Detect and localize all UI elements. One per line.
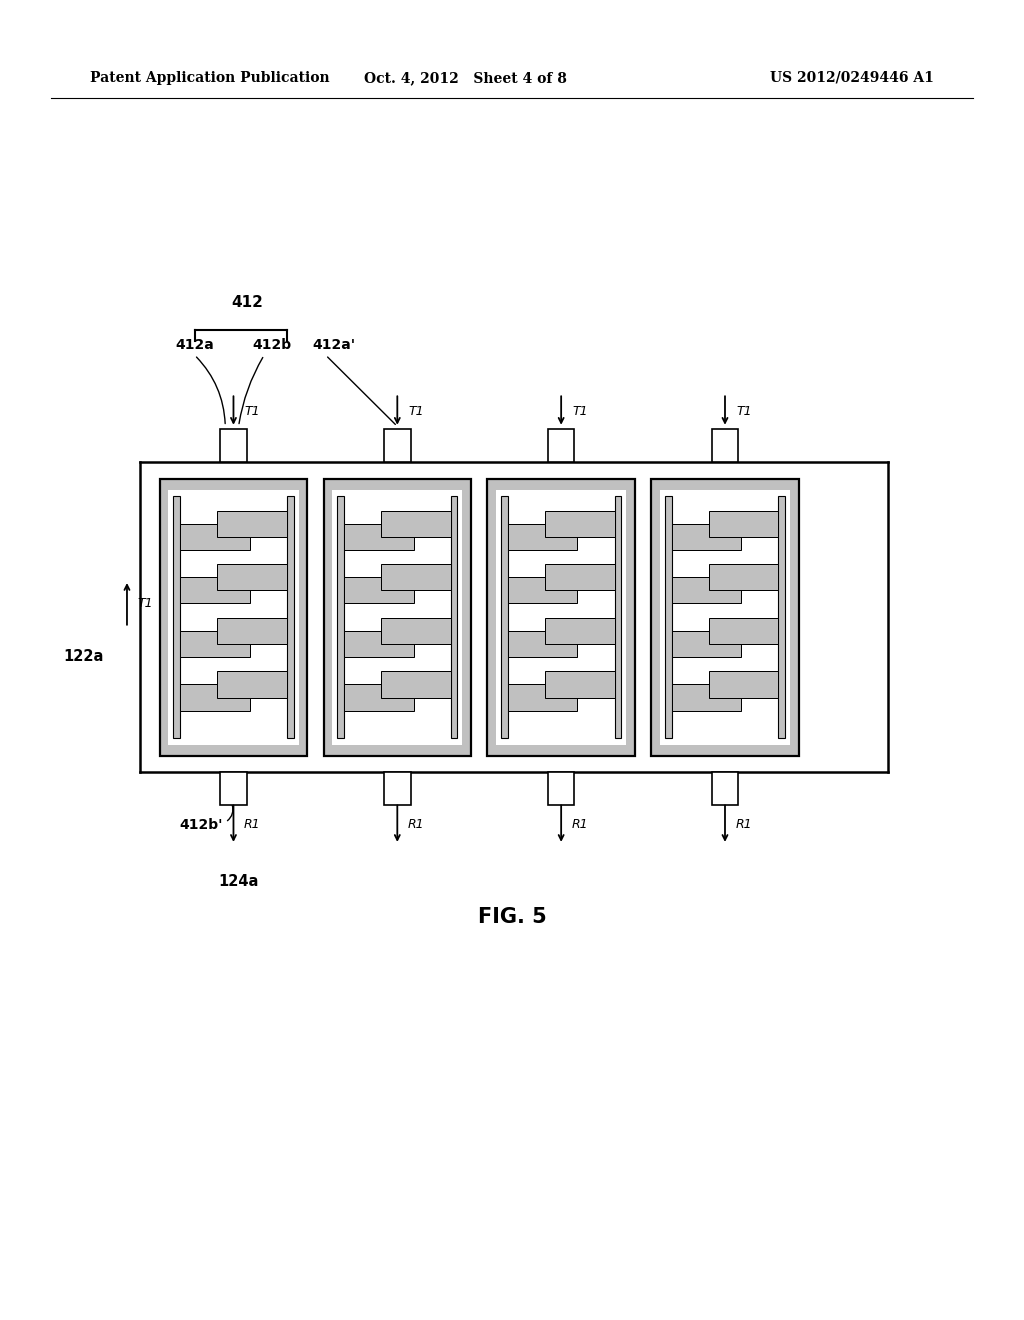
Bar	[548, 772, 574, 805]
Bar	[180, 524, 250, 549]
Bar	[381, 511, 451, 537]
Bar	[381, 564, 451, 590]
Bar	[220, 429, 247, 462]
Bar	[659, 490, 791, 744]
Bar	[344, 685, 414, 710]
Bar	[501, 496, 508, 738]
Bar	[344, 577, 414, 603]
Bar	[496, 490, 627, 744]
Bar	[381, 672, 451, 697]
Text: 124a: 124a	[218, 874, 259, 888]
Text: 412a': 412a'	[312, 338, 355, 352]
Text: Oct. 4, 2012   Sheet 4 of 8: Oct. 4, 2012 Sheet 4 of 8	[365, 71, 567, 84]
Bar	[709, 618, 778, 644]
Bar	[287, 496, 294, 738]
Text: 412b': 412b'	[180, 818, 223, 833]
Bar	[778, 496, 785, 738]
Bar	[180, 631, 250, 657]
Bar	[548, 429, 574, 462]
Bar	[709, 672, 778, 697]
Bar	[709, 511, 778, 537]
Bar	[168, 490, 299, 744]
Bar	[508, 685, 578, 710]
Text: R1: R1	[408, 818, 424, 832]
Text: T1: T1	[245, 405, 260, 418]
Bar	[332, 490, 463, 744]
Text: T1: T1	[736, 405, 752, 418]
Bar	[545, 672, 614, 697]
Bar	[344, 524, 414, 549]
Text: T1: T1	[137, 598, 153, 610]
Bar	[651, 479, 799, 755]
Text: Patent Application Publication: Patent Application Publication	[90, 71, 330, 84]
Bar	[614, 496, 622, 738]
Bar	[337, 496, 344, 738]
Text: T1: T1	[409, 405, 424, 418]
Bar	[180, 577, 250, 603]
Bar	[712, 429, 738, 462]
Text: US 2012/0249446 A1: US 2012/0249446 A1	[770, 71, 934, 84]
Bar	[381, 618, 451, 644]
Bar	[712, 772, 738, 805]
Text: R1: R1	[244, 818, 260, 832]
Bar	[508, 631, 578, 657]
Bar	[487, 479, 635, 755]
Bar	[344, 631, 414, 657]
Text: 412: 412	[230, 296, 263, 310]
Bar	[508, 577, 578, 603]
Bar	[665, 496, 672, 738]
Bar	[160, 479, 307, 755]
Bar	[384, 772, 411, 805]
Bar	[508, 524, 578, 549]
Bar	[545, 618, 614, 644]
Bar	[451, 496, 458, 738]
Bar	[217, 618, 287, 644]
Bar	[324, 479, 471, 755]
Bar	[180, 685, 250, 710]
Bar	[672, 685, 741, 710]
Text: 122a: 122a	[63, 649, 103, 664]
Bar	[545, 564, 614, 590]
Bar	[217, 672, 287, 697]
Bar	[173, 496, 180, 738]
Text: T1: T1	[572, 405, 588, 418]
Bar	[672, 524, 741, 549]
Text: 412a: 412a	[175, 338, 214, 352]
Bar	[672, 577, 741, 603]
Bar	[545, 511, 614, 537]
Bar	[709, 564, 778, 590]
Text: FIG. 5: FIG. 5	[477, 907, 547, 928]
Text: R1: R1	[735, 818, 752, 832]
Bar	[217, 564, 287, 590]
Bar	[672, 631, 741, 657]
Bar	[217, 511, 287, 537]
Text: R1: R1	[571, 818, 588, 832]
Bar	[220, 772, 247, 805]
Bar	[384, 429, 411, 462]
Text: 412b: 412b	[253, 338, 292, 352]
